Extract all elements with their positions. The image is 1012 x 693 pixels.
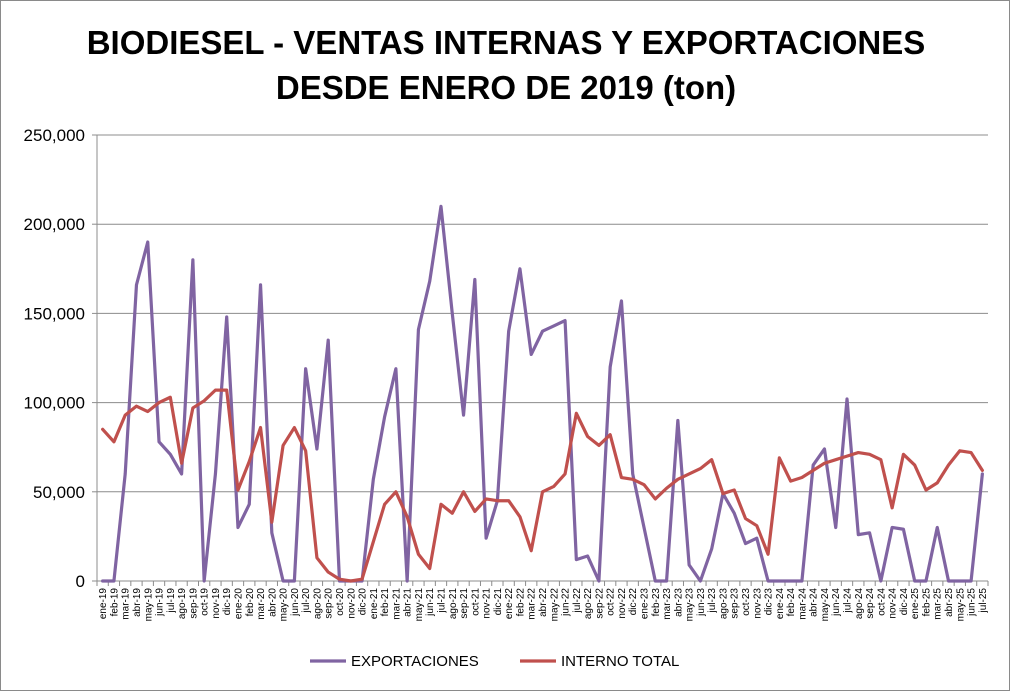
x-tick-label: oct-23 xyxy=(741,588,752,616)
x-tick-label: ago-19 xyxy=(177,588,188,620)
x-tick-label: jun-22 xyxy=(561,588,572,617)
x-tick-label: may-19 xyxy=(143,588,154,622)
x-tick-label: abr-25 xyxy=(944,588,955,617)
series-line-interno-total xyxy=(101,388,984,583)
x-tick-label: feb-19 xyxy=(109,588,120,617)
x-tick-label: may-23 xyxy=(685,588,696,622)
x-tick-label: abr-23 xyxy=(673,588,684,617)
x-tick-label: nov-23 xyxy=(752,588,763,619)
x-tick-label: dic-22 xyxy=(628,588,639,616)
x-tick-label: sep-19 xyxy=(188,588,199,619)
x-tick-label: mar-19 xyxy=(121,588,132,620)
x-tick-label: abr-24 xyxy=(809,588,820,617)
y-tick-label: 250,000 xyxy=(24,126,85,145)
x-tick-label: mar-23 xyxy=(662,588,673,620)
x-tick-label: jul-25 xyxy=(978,588,989,614)
x-tick-label: abr-22 xyxy=(538,588,549,617)
x-tick-label: dic-24 xyxy=(899,588,910,616)
x-tick-label: oct-19 xyxy=(200,588,211,616)
x-tick-label: may-21 xyxy=(414,588,425,622)
x-tick-label: feb-20 xyxy=(245,588,256,617)
x-tick-label: jul-23 xyxy=(707,588,718,614)
x-tick-label: ago-23 xyxy=(718,588,729,620)
x-tick-label: nov-22 xyxy=(617,588,628,619)
x-axis: ene-19 feb-19 mar-19 abr-19 may-19 jun-19 jul-… xyxy=(96,580,989,622)
x-tick-label: ene-24 xyxy=(775,588,786,620)
legend-label: INTERNO TOTAL xyxy=(561,653,679,670)
y-tick-label: 100,000 xyxy=(24,394,85,413)
x-tick-label: oct-22 xyxy=(606,588,617,616)
chart-title-line1: BIODIESEL - VENTAS INTERNAS Y EXPORTACIO… xyxy=(86,24,926,61)
y-tick-label: 150,000 xyxy=(24,304,85,323)
x-tick-label: may-25 xyxy=(955,588,966,622)
x-tick-label: ene-20 xyxy=(233,588,244,620)
x-tick-label: feb-21 xyxy=(380,588,391,617)
x-tick-label: feb-23 xyxy=(651,588,662,617)
x-tick-label: abr-19 xyxy=(132,588,143,617)
x-tick-label: jun-19 xyxy=(155,588,166,617)
x-tick-label: feb-25 xyxy=(921,588,932,617)
x-tick-label: ene-22 xyxy=(504,588,515,620)
x-tick-label: jul-20 xyxy=(301,588,312,614)
x-tick-label: dic-21 xyxy=(493,588,504,616)
x-tick-label: jul-22 xyxy=(572,588,583,614)
x-tick-label: abr-21 xyxy=(403,588,414,617)
x-tick-label: mar-20 xyxy=(256,588,267,620)
y-tick-label: 50,000 xyxy=(33,483,85,502)
gridlines xyxy=(97,134,988,582)
x-tick-label: abr-20 xyxy=(267,588,278,617)
x-tick-label: mar-24 xyxy=(797,588,808,620)
x-tick-label: ago-21 xyxy=(448,588,459,620)
series-lines xyxy=(101,204,984,583)
x-tick-label: sep-24 xyxy=(865,588,876,619)
x-tick-label: ago-20 xyxy=(312,588,323,620)
x-tick-label: sep-22 xyxy=(594,588,605,619)
x-tick-label: feb-22 xyxy=(515,588,526,617)
x-tick-label: dic-20 xyxy=(358,588,369,616)
x-tick-label: nov-19 xyxy=(211,588,222,619)
x-tick-label: jun-24 xyxy=(831,588,842,617)
x-tick-label: nov-20 xyxy=(346,588,357,619)
y-tick-label: 200,000 xyxy=(24,215,85,234)
x-tick-label: ene-21 xyxy=(369,588,380,620)
x-tick-label: feb-24 xyxy=(786,588,797,617)
x-tick-label: jul-19 xyxy=(166,588,177,614)
x-tick-label: dic-23 xyxy=(764,588,775,616)
x-tick-label: ago-24 xyxy=(854,588,865,620)
x-tick-label: ene-25 xyxy=(910,588,921,620)
x-tick-label: jul-24 xyxy=(843,588,854,614)
series-line-exportaciones xyxy=(101,204,984,583)
x-tick-label: ago-22 xyxy=(583,588,594,620)
x-tick-label: jun-23 xyxy=(696,588,707,617)
x-tick-label: ene-23 xyxy=(640,588,651,620)
x-tick-label: may-22 xyxy=(549,588,560,622)
x-tick-label: nov-21 xyxy=(482,588,493,619)
x-tick-label: oct-21 xyxy=(470,588,481,616)
x-tick-label: mar-21 xyxy=(391,588,402,620)
chart-title: BIODIESEL - VENTAS INTERNAS Y EXPORTACIO… xyxy=(0,20,1012,110)
y-tick-label: 0 xyxy=(76,572,85,591)
x-tick-label: dic-19 xyxy=(222,588,233,616)
legend-label: EXPORTACIONES xyxy=(351,653,479,670)
x-tick-label: mar-25 xyxy=(933,588,944,620)
x-tick-label: jun-25 xyxy=(967,588,978,617)
chart-title-line2: DESDE ENERO DE 2019 (ton) xyxy=(275,69,737,106)
x-tick-label: may-24 xyxy=(820,588,831,622)
y-axis: 0 50,000 100,000 150,000 200,000 250,000 xyxy=(24,126,98,591)
x-tick-label: sep-20 xyxy=(324,588,335,619)
x-tick-label: jul-21 xyxy=(436,588,447,614)
legend: EXPORTACIONES INTERNO TOTAL xyxy=(310,653,679,670)
x-tick-label: oct-20 xyxy=(335,588,346,616)
x-tick-label: jun-21 xyxy=(425,588,436,617)
x-tick-label: may-20 xyxy=(279,588,290,622)
x-tick-label: mar-22 xyxy=(527,588,538,620)
x-tick-label: oct-24 xyxy=(876,588,887,616)
x-tick-label: jun-20 xyxy=(290,588,301,617)
x-tick-label: sep-21 xyxy=(459,588,470,619)
x-tick-label: nov-24 xyxy=(888,588,899,619)
x-tick-label: ene-19 xyxy=(98,588,109,620)
x-tick-label: sep-23 xyxy=(730,588,741,619)
